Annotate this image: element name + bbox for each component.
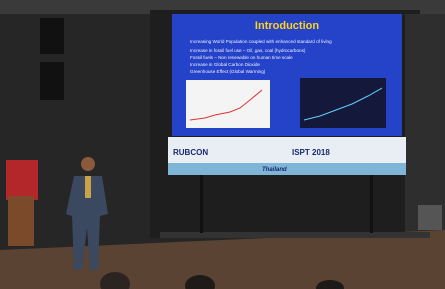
banner-strip: [168, 163, 406, 175]
stand: [370, 175, 373, 233]
speaker-head: [81, 157, 95, 171]
loudspeaker: [40, 62, 64, 100]
slide-bullet: Increase in Global Carbon Dioxide: [190, 62, 260, 67]
slide-bullet: Fossil fuels – Non renewable on human ti…: [190, 55, 293, 60]
wall-box: [418, 205, 442, 230]
slide-graph-right: [300, 78, 386, 128]
banner-logo: ISPT 2018: [292, 148, 330, 157]
stand: [200, 175, 203, 233]
photo: Introduction Increasing World Population…: [0, 0, 445, 289]
slide-bullet: Increasing World Population coupled with…: [190, 39, 332, 44]
slide-graph-left: [186, 80, 270, 128]
speaker-tie: [85, 176, 91, 198]
banner-location: Thailand: [262, 167, 287, 173]
red-cabinet: [6, 160, 38, 200]
slide-title: Introduction: [255, 20, 319, 32]
lectern: [8, 196, 34, 246]
slide-bullet: Greenhouse Effect (Global Warming): [190, 69, 266, 74]
loudspeaker: [40, 18, 64, 54]
slide-bullet: Increase in fossil fuel use – Oil, gas, …: [190, 48, 306, 53]
banner-logo: RUBCON: [173, 148, 208, 157]
page: {"slide": {"title": "Introduction", "bul…: [0, 0, 445, 289]
wall-panel: [405, 14, 445, 234]
